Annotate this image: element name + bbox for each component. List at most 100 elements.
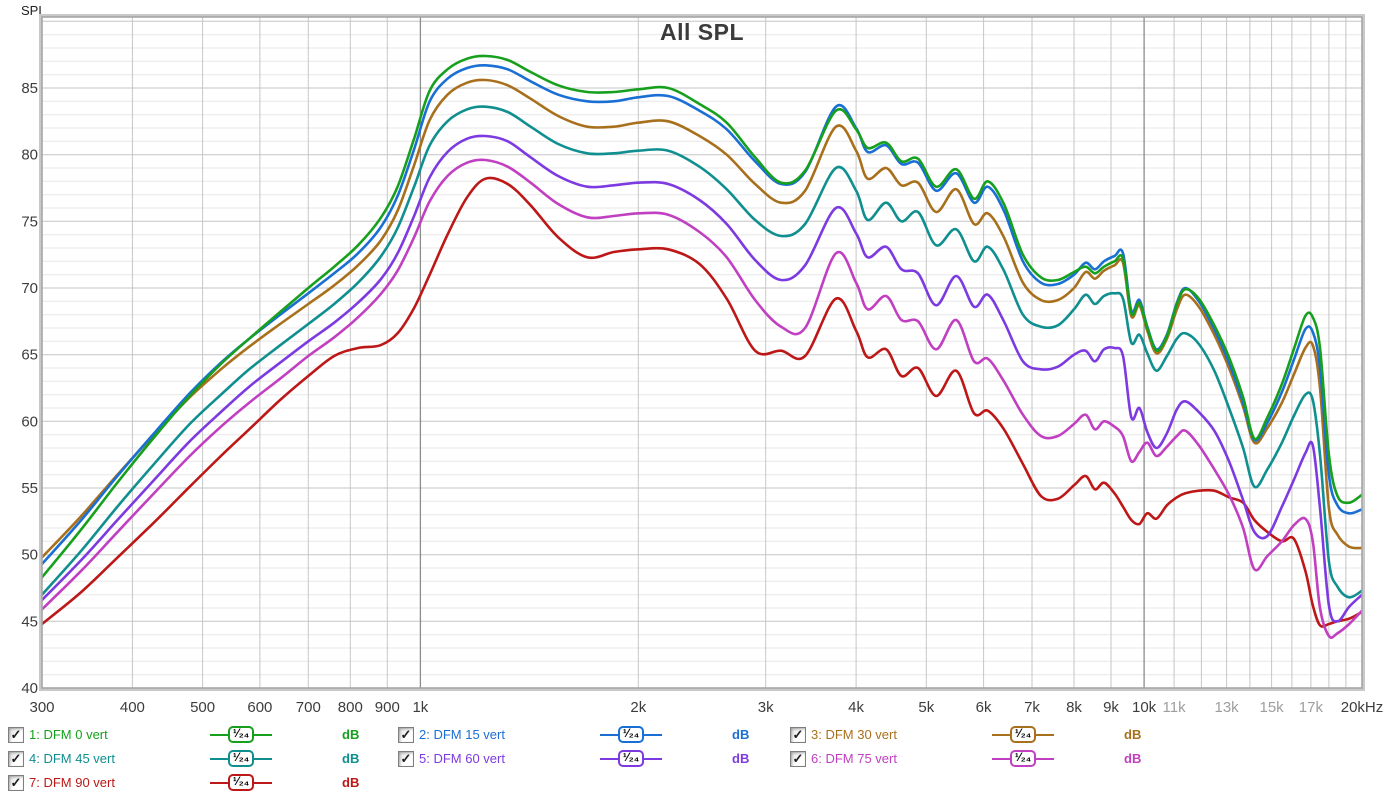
y-tick-label: 40 [21,680,38,697]
legend-label: 3: DFM 30 vert [811,727,897,742]
legend-item-dfm-45-vert[interactable]: ✓ 4: DFM 45 vert ¹⁄₂₄ dB [0,748,386,770]
smoothing-value: ¹⁄₂₄ [617,726,645,743]
legend-label: 5: DFM 60 vert [419,751,505,766]
smoothing-badge-dfm-45-vert: ¹⁄₂₄ [210,750,272,767]
legend-label: 2: DFM 15 vert [419,727,505,742]
legend-checkbox-dfm-45-vert[interactable]: ✓ [8,751,24,767]
smoothing-badge-dfm-0-vert: ¹⁄₂₄ [210,726,272,743]
smoothing-badge-dfm-90-vert: ¹⁄₂₄ [210,774,272,791]
x-tick-label: 7k [1024,699,1040,716]
y-tick-label: 55 [21,480,38,497]
legend-item-dfm-15-vert[interactable]: ✓ 2: DFM 15 vert ¹⁄₂₄ dB [390,724,776,746]
legend-checkbox-dfm-75-vert[interactable]: ✓ [790,751,806,767]
gridlines-horizontal [42,20,1362,676]
legend-checkbox-dfm-60-vert[interactable]: ✓ [398,751,414,767]
legend-checkbox-dfm-0-vert[interactable]: ✓ [8,727,24,743]
legend-item-dfm-30-vert[interactable]: ✓ 3: DFM 30 vert ¹⁄₂₄ dB [782,724,1168,746]
smoothing-value: ¹⁄₂₄ [227,726,255,743]
y-axis-tick-labels: 40 45 50 55 60 65 70 75 80 85 [21,80,38,697]
x-tick-label: 3k [758,699,774,716]
smoothing-badge-dfm-30-vert: ¹⁄₂₄ [992,726,1054,743]
smoothing-value: ¹⁄₂₄ [1009,726,1037,743]
x-tick-label: 8k [1066,699,1082,716]
legend-checkbox-dfm-15-vert[interactable]: ✓ [398,727,414,743]
x-tick-label: 5k [918,699,934,716]
smoothing-value: ¹⁄₂₄ [227,750,255,767]
y-tick-label: 65 [21,347,38,364]
x-tick-label: 900 [375,699,400,716]
badge-line [1036,733,1054,736]
smoothing-badge-dfm-75-vert: ¹⁄₂₄ [992,750,1054,767]
checkmark-icon: ✓ [10,750,22,766]
badge-line [644,757,662,760]
smoothing-badge-dfm-60-vert: ¹⁄₂₄ [600,750,662,767]
trace-dfm-15-vert [42,63,1362,566]
y-tick-label: 70 [21,280,38,297]
plot-border [41,16,1363,689]
unit-label: dB [342,727,360,742]
x-tick-label: 300 [29,699,54,716]
legend: ✓ 1: DFM 0 vert ¹⁄₂₄ dB ✓ 2: DFM 15 vert ¹⁄₂₄ d… [0,722,1385,797]
x-tick-label: 400 [120,699,145,716]
legend-label: 7: DFM 90 vert [29,775,115,790]
trace-dfm-60-vert [42,134,1362,623]
legend-label: 6: DFM 75 vert [811,751,897,766]
y-tick-label: 75 [21,213,38,230]
badge-line [600,733,618,736]
legend-checkbox-dfm-30-vert[interactable]: ✓ [790,727,806,743]
x-tick-label: 800 [338,699,363,716]
legend-item-dfm-90-vert[interactable]: ✓ 7: DFM 90 vert ¹⁄₂₄ dB [0,772,386,794]
trace-dfm-75-vert [42,158,1362,639]
unit-label: dB [732,727,750,742]
badge-line [254,781,272,784]
checkmark-icon: ✓ [400,750,412,766]
legend-item-dfm-75-vert[interactable]: ✓ 6: DFM 75 vert ¹⁄₂₄ dB [782,748,1168,770]
unit-label: dB [1124,751,1142,766]
badge-line [210,781,228,784]
legend-label: 1: DFM 0 vert [29,727,108,742]
trace-dfm-0-vert [42,54,1362,579]
x-tick-label: 20kHz [1341,699,1384,716]
trace-dfm-45-vert [42,105,1362,599]
smoothing-value: ¹⁄₂₄ [617,750,645,767]
checkmark-icon: ✓ [792,726,804,742]
x-axis-tick-labels: 300 400 500 600 700 800 900 1k 2k 3k 4k 5k 6k 7k 8k 9k 1… [29,699,1383,716]
unit-label: dB [342,775,360,790]
trace-dfm-90-vert [42,176,1362,628]
x-tick-label: 700 [296,699,321,716]
checkmark-icon: ✓ [10,774,22,790]
checkmark-icon: ✓ [792,750,804,766]
badge-line [210,757,228,760]
x-tick-label: 4k [848,699,864,716]
y-tick-label: 80 [21,147,38,164]
badge-line [600,757,618,760]
smoothing-badge-dfm-15-vert: ¹⁄₂₄ [600,726,662,743]
x-tick-label: 10k [1132,699,1157,716]
y-tick-label: 50 [21,547,38,564]
smoothing-value: ¹⁄₂₄ [1009,750,1037,767]
x-tick-label: 13k [1215,699,1240,716]
spl-chart: 40 45 50 55 60 65 70 75 80 85 300 400 500 600 700 800 90… [21,14,1383,716]
checkmark-icon: ✓ [10,726,22,742]
x-tick-label: 600 [247,699,272,716]
legend-item-dfm-60-vert[interactable]: ✓ 5: DFM 60 vert ¹⁄₂₄ dB [390,748,776,770]
x-tick-label: 9k [1103,699,1119,716]
unit-label: dB [732,751,750,766]
y-tick-label: 85 [21,80,38,97]
legend-label: 4: DFM 45 vert [29,751,115,766]
badge-line [992,757,1010,760]
unit-label: dB [1124,727,1142,742]
checkmark-icon: ✓ [400,726,412,742]
x-tick-label: 1k [412,699,428,716]
x-tick-label: 6k [976,699,992,716]
badge-line [1036,757,1054,760]
legend-item-dfm-0-vert[interactable]: ✓ 1: DFM 0 vert ¹⁄₂₄ dB [0,724,386,746]
badge-line [644,733,662,736]
x-tick-label: 2k [630,699,646,716]
legend-checkbox-dfm-90-vert[interactable]: ✓ [8,775,24,791]
x-tick-label: 11k [1163,699,1187,716]
traces [42,54,1362,639]
y-tick-label: 60 [21,413,38,430]
trace-dfm-30-vert [42,78,1362,559]
x-tick-label: 500 [190,699,215,716]
